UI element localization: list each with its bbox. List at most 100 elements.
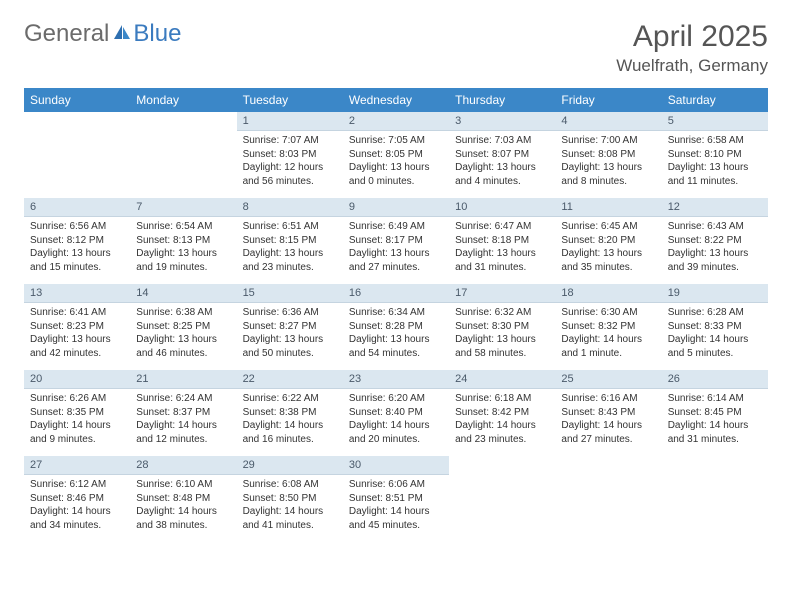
sunset-text: Sunset: 8:23 PM — [30, 320, 124, 334]
sail-icon — [112, 20, 132, 48]
daylight-text: Daylight: 13 hours and 0 minutes. — [349, 161, 443, 188]
sunset-text: Sunset: 8:42 PM — [455, 406, 549, 420]
calendar-day-cell: 1Sunrise: 7:07 AMSunset: 8:03 PMDaylight… — [237, 112, 343, 198]
sunset-text: Sunset: 8:35 PM — [30, 406, 124, 420]
calendar-day-cell: 5Sunrise: 6:58 AMSunset: 8:10 PMDaylight… — [662, 112, 768, 198]
calendar-day-cell: 19Sunrise: 6:28 AMSunset: 8:33 PMDayligh… — [662, 284, 768, 370]
sunset-text: Sunset: 8:05 PM — [349, 148, 443, 162]
sunrise-text: Sunrise: 6:16 AM — [561, 392, 655, 406]
day-number: 24 — [449, 370, 555, 389]
calendar-body: 1Sunrise: 7:07 AMSunset: 8:03 PMDaylight… — [24, 112, 768, 542]
day-number: 22 — [237, 370, 343, 389]
sunrise-text: Sunrise: 6:49 AM — [349, 220, 443, 234]
sunrise-text: Sunrise: 6:06 AM — [349, 478, 443, 492]
day-number: 5 — [662, 112, 768, 131]
sunrise-text: Sunrise: 6:58 AM — [668, 134, 762, 148]
day-details: Sunrise: 6:14 AMSunset: 8:45 PMDaylight:… — [662, 389, 768, 450]
daylight-text: Daylight: 13 hours and 23 minutes. — [243, 247, 337, 274]
calendar-week-row: 6 Sunrise: 6:56 AMSunset: 8:12 PM Daylight… — [24, 198, 768, 284]
sunrise-text: Sunrise: 6:32 AM — [455, 306, 549, 320]
sunrise-text: Sunrise: 6:18 AM — [455, 392, 549, 406]
sunset-text: Sunset: 8:43 PM — [561, 406, 655, 420]
day-details: Sunrise: 6:41 AMSunset: 8:23 PMDaylight:… — [24, 303, 130, 364]
daylight-text: Daylight: 14 hours and 31 minutes. — [668, 419, 762, 446]
sunset-text: Sunset: 8:37 PM — [136, 406, 230, 420]
day-details: Sunrise: 6:51 AMSunset: 8:15 PMDaylight:… — [237, 217, 343, 278]
calendar-day-cell: 3Sunrise: 7:03 AMSunset: 8:07 PMDaylight… — [449, 112, 555, 198]
sunrise-text: Sunrise: 6:34 AM — [349, 306, 443, 320]
day-details: Sunrise: 6:54 AMSunset: 8:13 PMDaylight:… — [130, 217, 236, 278]
calendar-day-cell: 12Sunrise: 6:43 AMSunset: 8:22 PMDayligh… — [662, 198, 768, 284]
day-details: Sunrise: 6:58 AMSunset: 8:10 PMDaylight:… — [662, 131, 768, 192]
calendar-day-cell: 24Sunrise: 6:18 AMSunset: 8:42 PMDayligh… — [449, 370, 555, 456]
day-details: Sunrise: 6:24 AMSunset: 8:37 PMDaylight:… — [130, 389, 236, 450]
calendar-day-cell: 15Sunrise: 6:36 AMSunset: 8:27 PMDayligh… — [237, 284, 343, 370]
day-number: 17 — [449, 284, 555, 303]
calendar-day-cell: 29Sunrise: 6:08 AMSunset: 8:50 PMDayligh… — [237, 456, 343, 542]
day-details: Sunrise: 6:47 AMSunset: 8:18 PMDaylight:… — [449, 217, 555, 278]
daylight-text: Daylight: 13 hours and 39 minutes. — [668, 247, 762, 274]
sunrise-text: Sunrise: 6:08 AM — [243, 478, 337, 492]
sunrise-text: Sunrise: 7:07 AM — [243, 134, 337, 148]
day-number: 27 — [24, 456, 130, 475]
sunset-text: Sunset: 8:22 PM — [668, 234, 762, 248]
calendar-day-cell: 8Sunrise: 6:51 AMSunset: 8:15 PMDaylight… — [237, 198, 343, 284]
day-number: 3 — [449, 112, 555, 131]
day-number: 7 — [130, 198, 236, 217]
day-number: 2 — [343, 112, 449, 131]
sunrise-text: Sunrise: 6:36 AM — [243, 306, 337, 320]
daylight-text: Daylight: 13 hours and 42 minutes. — [30, 333, 124, 360]
weekday-header: Friday — [555, 88, 661, 112]
day-number: 14 — [130, 284, 236, 303]
day-details: Sunrise: 6:08 AMSunset: 8:50 PMDaylight:… — [237, 475, 343, 536]
calendar-empty-cell — [24, 112, 130, 198]
sunset-text: Sunset: 8:32 PM — [561, 320, 655, 334]
daylight-text: Daylight: 13 hours and 54 minutes. — [349, 333, 443, 360]
calendar-day-cell: 28Sunrise: 6:10 AMSunset: 8:48 PMDayligh… — [130, 456, 236, 542]
daylight-text: Daylight: 14 hours and 9 minutes. — [30, 419, 124, 446]
calendar-day-cell: 16Sunrise: 6:34 AMSunset: 8:28 PMDayligh… — [343, 284, 449, 370]
day-number: 13 — [24, 284, 130, 303]
calendar-week-row: 20Sunrise: 6:26 AMSunset: 8:35 PMDayligh… — [24, 370, 768, 456]
day-details: Sunrise: 6:06 AMSunset: 8:51 PMDaylight:… — [343, 475, 449, 536]
weekday-header: Sunday — [24, 88, 130, 112]
sunset-text: Sunset: 8:12 PM — [30, 234, 124, 248]
sunrise-text: Sunrise: 6:56 AM — [30, 220, 124, 234]
sunset-text: Sunset: 8:10 PM — [668, 148, 762, 162]
daylight-text: Daylight: 14 hours and 5 minutes. — [668, 333, 762, 360]
sunset-text: Sunset: 8:27 PM — [243, 320, 337, 334]
header: GeneralBlue April 2025 Wuelfrath, German… — [24, 20, 768, 76]
day-number: 19 — [662, 284, 768, 303]
sunrise-text: Sunrise: 6:26 AM — [30, 392, 124, 406]
day-details: Sunrise: 6:22 AMSunset: 8:38 PMDaylight:… — [237, 389, 343, 450]
sunset-text: Sunset: 8:13 PM — [136, 234, 230, 248]
day-number: 6 — [24, 198, 130, 217]
day-details: Sunrise: 6:18 AMSunset: 8:42 PMDaylight:… — [449, 389, 555, 450]
calendar-day-cell: 26Sunrise: 6:14 AMSunset: 8:45 PMDayligh… — [662, 370, 768, 456]
daylight-text: Daylight: 13 hours and 46 minutes. — [136, 333, 230, 360]
sunrise-text: Sunrise: 6:54 AM — [136, 220, 230, 234]
location-label: Wuelfrath, Germany — [616, 56, 768, 76]
day-details: Sunrise: 7:03 AMSunset: 8:07 PMDaylight:… — [449, 131, 555, 192]
day-details: Sunrise: 6:32 AMSunset: 8:30 PMDaylight:… — [449, 303, 555, 364]
day-number: 26 — [662, 370, 768, 389]
sunset-text: Sunset: 8:15 PM — [243, 234, 337, 248]
sunset-text: Sunset: 8:28 PM — [349, 320, 443, 334]
calendar-empty-cell — [449, 456, 555, 542]
day-details: Sunrise: 6:49 AMSunset: 8:17 PMDaylight:… — [343, 217, 449, 278]
calendar-day-cell: 30Sunrise: 6:06 AMSunset: 8:51 PMDayligh… — [343, 456, 449, 542]
sunset-text: Sunset: 8:48 PM — [136, 492, 230, 506]
calendar-week-row: 27Sunrise: 6:12 AMSunset: 8:46 PMDayligh… — [24, 456, 768, 542]
daylight-text: Daylight: 14 hours and 27 minutes. — [561, 419, 655, 446]
calendar-day-cell: 11Sunrise: 6:45 AMSunset: 8:20 PMDayligh… — [555, 198, 661, 284]
sunrise-text: Sunrise: 7:05 AM — [349, 134, 443, 148]
day-number: 1 — [237, 112, 343, 131]
sunrise-text: Sunrise: 6:30 AM — [561, 306, 655, 320]
sunrise-text: Sunrise: 6:22 AM — [243, 392, 337, 406]
sunset-text: Sunset: 8:51 PM — [349, 492, 443, 506]
sunrise-text: Sunrise: 6:45 AM — [561, 220, 655, 234]
sunrise-text: Sunrise: 6:41 AM — [30, 306, 124, 320]
weekday-header: Tuesday — [237, 88, 343, 112]
day-details: Sunrise: 6:26 AMSunset: 8:35 PMDaylight:… — [24, 389, 130, 450]
daylight-text: Daylight: 13 hours and 50 minutes. — [243, 333, 337, 360]
